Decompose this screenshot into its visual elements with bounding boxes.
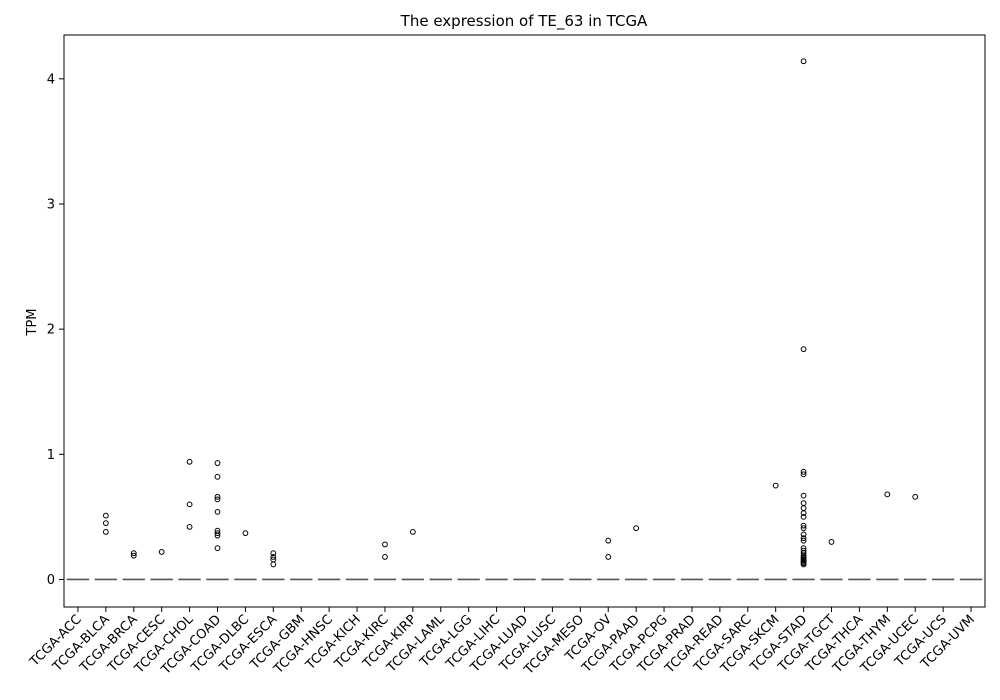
outlier-point <box>214 532 221 539</box>
outlier-point <box>800 468 807 475</box>
outlier-point <box>800 535 807 542</box>
outlier-point <box>605 537 612 544</box>
outlier-point <box>214 508 221 515</box>
plot-area: 01234TCGA-ACCTCGA-BLCATCGA-BRCATCGA-CESC… <box>27 58 983 678</box>
outlier-point <box>828 539 835 545</box>
outlier-point <box>800 346 807 353</box>
outlier-point <box>772 482 779 489</box>
outlier-point <box>214 530 221 537</box>
outlier-point <box>102 529 109 535</box>
outlier-point <box>800 525 807 532</box>
outlier-point <box>270 550 277 557</box>
outlier-point <box>214 545 221 552</box>
outlier-point <box>800 510 807 517</box>
outlier-point <box>214 496 221 503</box>
outlier-point <box>800 492 807 499</box>
plot-frame <box>63 34 986 608</box>
outlier-point <box>214 493 221 500</box>
outlier-point <box>382 541 388 548</box>
outlier-point <box>102 520 109 527</box>
outlier-point <box>158 549 165 555</box>
outlier-point <box>382 554 388 560</box>
outlier-point <box>270 561 277 568</box>
outlier-point <box>214 460 221 466</box>
outlier-point <box>186 523 193 530</box>
outlier-point <box>800 505 807 512</box>
y-tick-label: 2 <box>47 323 55 338</box>
outlier-point <box>633 525 640 532</box>
outlier-point <box>800 471 807 478</box>
outlier-point <box>102 512 109 519</box>
outlier-point <box>800 500 807 507</box>
outlier-point <box>800 513 807 520</box>
outlier-point <box>186 458 193 465</box>
outlier-point <box>214 473 221 480</box>
y-tick-label: 1 <box>47 448 55 463</box>
outlier-point <box>270 554 277 560</box>
y-axis-label: TPM <box>25 309 40 337</box>
outlier-point <box>800 522 807 529</box>
chart-title: The expression of TE_63 in TCGA <box>400 12 648 31</box>
outlier-point <box>186 501 193 508</box>
outlier-point <box>605 554 612 560</box>
outlier-point <box>800 531 807 538</box>
outlier-point <box>130 552 137 559</box>
outlier-point <box>800 537 807 544</box>
outlier-point <box>800 58 807 65</box>
outlier-point <box>912 493 919 500</box>
outlier-point <box>409 529 416 535</box>
outlier-point <box>242 530 249 537</box>
y-tick-label: 0 <box>47 573 55 588</box>
y-tick-label: 3 <box>47 197 55 212</box>
outlier-point <box>130 550 137 557</box>
outlier-point <box>800 561 807 568</box>
y-tick-label: 4 <box>47 72 55 87</box>
outlier-point <box>884 491 891 498</box>
